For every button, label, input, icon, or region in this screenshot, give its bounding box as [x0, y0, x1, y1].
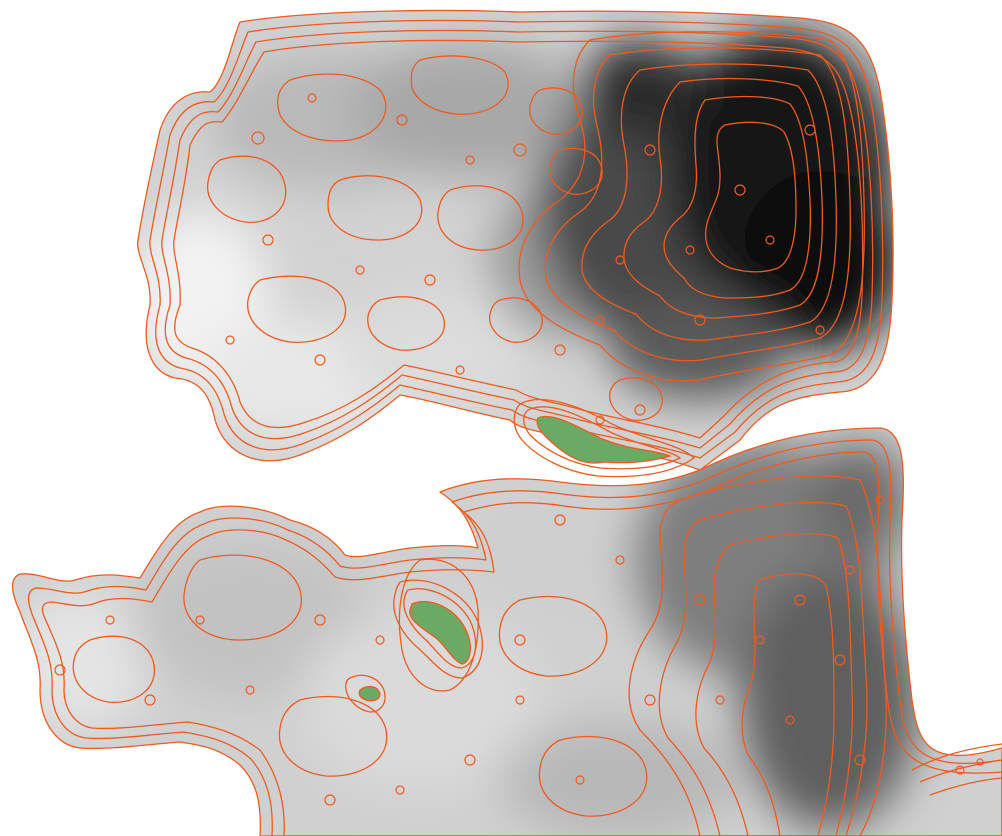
contour-south-blob-6 [538, 735, 648, 817]
contour-south-blob-3 [72, 635, 155, 703]
contour-blob-7 [367, 296, 445, 351]
contour-deep-2 [544, 47, 851, 362]
contour-blob-6 [247, 275, 347, 344]
contour-deep-5 [663, 95, 811, 299]
contour-blob-9 [529, 87, 583, 135]
contour-south-outer-2 [27, 439, 1002, 836]
contour-south-deep-3 [695, 533, 854, 836]
contour-island-ring-north-2 [513, 398, 695, 478]
contour-small-loops [54, 93, 984, 806]
contour-north-outer-4 [173, 39, 864, 439]
contour-south-blob-5 [278, 695, 388, 777]
contour-blob-1 [277, 73, 387, 142]
contour-deep-4 [623, 77, 823, 319]
contour-island-ring-north-1 [523, 406, 681, 470]
contour-deep-3 [581, 63, 837, 341]
contour-south-deep-4 [741, 573, 835, 836]
contour-island-ring-central-1 [403, 588, 477, 669]
contour-north-outer-3 [161, 29, 874, 449]
contour-south-blob-1 [398, 558, 479, 692]
contour-island-ring-central-2 [393, 579, 483, 679]
island-north [536, 415, 672, 464]
islands [358, 415, 672, 702]
contour-blob-2 [410, 55, 509, 115]
contour-east-channel [911, 743, 1002, 796]
contour-deep-1 [518, 31, 865, 382]
contour-deep-6 [704, 121, 797, 273]
contour-blob-10 [549, 147, 603, 195]
island-small [358, 685, 381, 702]
contour-blob-3 [207, 155, 287, 223]
contour-blob-11 [609, 377, 663, 421]
contour-island-ring-small [344, 674, 386, 713]
contour-south-outer-1 [11, 427, 1002, 836]
contour-blob-5 [437, 185, 524, 251]
contour-south-blob-4 [498, 595, 608, 677]
contour-blob-8 [489, 297, 543, 343]
contour-blob-4 [327, 175, 423, 241]
contour-south-blob-2 [183, 554, 302, 641]
island-central [409, 600, 472, 665]
